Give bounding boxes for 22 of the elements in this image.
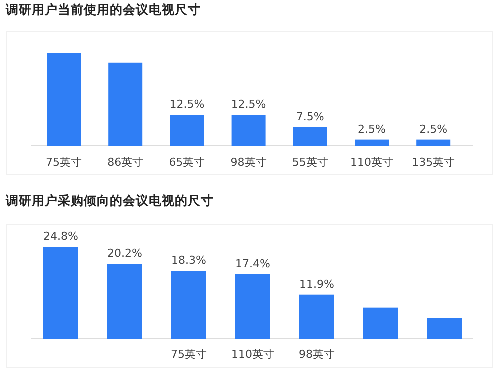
data-label: 24.8% bbox=[44, 230, 78, 243]
data-label: 2.5% bbox=[358, 122, 386, 136]
x-tick-label: 86英寸 bbox=[108, 156, 144, 169]
x-tick-label: 55英寸 bbox=[292, 156, 328, 169]
data-label: 18.3% bbox=[172, 254, 206, 268]
x-tick-label: 65英寸 bbox=[169, 156, 206, 169]
data-label: 11.9% bbox=[300, 278, 334, 291]
data-label: 12.5% bbox=[170, 98, 205, 112]
x-tick-label: 135英寸 bbox=[412, 156, 456, 169]
data-label: 7.5% bbox=[296, 110, 324, 124]
data-label: 12.5% bbox=[231, 98, 266, 112]
x-tick-label: 75英寸 bbox=[171, 348, 207, 361]
chart-title: 调研用户当前使用的会议电视尺寸 bbox=[5, 2, 201, 17]
chart-title: 调研用户采购倾向的会议电视的尺寸 bbox=[5, 193, 214, 208]
x-tick-label: 98英寸 bbox=[230, 156, 267, 169]
x-tick-label: 75英寸 bbox=[46, 156, 82, 169]
data-label: 20.2% bbox=[108, 247, 142, 260]
data-label: 2.5% bbox=[420, 122, 448, 136]
x-tick-label: 110英寸 bbox=[350, 156, 394, 169]
x-tick-label: 98英寸 bbox=[299, 348, 335, 361]
data-label: 17.4% bbox=[236, 257, 270, 270]
x-tick-label: 110英寸 bbox=[232, 348, 274, 361]
